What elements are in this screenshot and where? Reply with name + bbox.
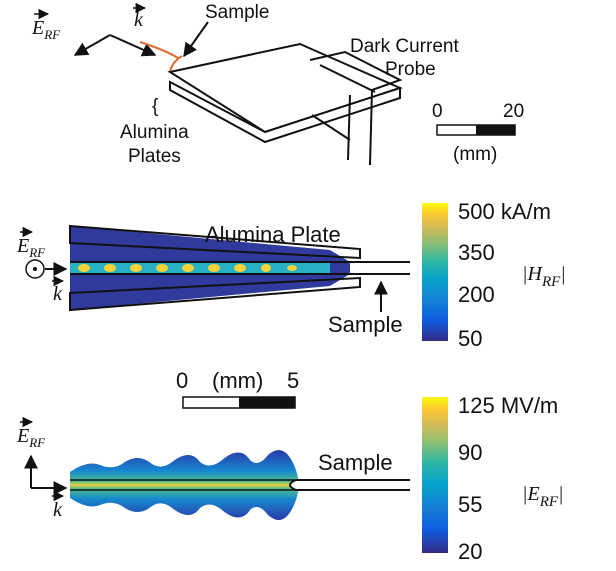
field-peaks: [78, 264, 297, 272]
panel-c: 0 (mm) 5 Sample ERF k 125 MV/m 90 55 20 …: [16, 368, 564, 564]
sample-arrow: [183, 21, 209, 58]
colorbar-tick: 55: [458, 492, 482, 517]
colorbar-label: |HRF|: [522, 263, 566, 290]
k-arrow: [109, 34, 157, 57]
colorbar-tick: 500 kA/m: [458, 199, 551, 224]
scale-bar: [476, 125, 515, 135]
probe-label: Probe: [385, 59, 436, 80]
k-label: k: [53, 499, 63, 521]
scale-start: 0: [176, 368, 188, 393]
probe-label: Dark Current: [350, 36, 459, 57]
e-field-label: ERF: [31, 17, 61, 42]
sample-label: Sample: [205, 2, 269, 23]
k-label: k: [134, 9, 144, 31]
scale-end: 5: [287, 368, 299, 393]
colorbar-tick: 20: [458, 539, 482, 564]
sample: [289, 479, 410, 491]
field-map: [70, 450, 300, 520]
colorbar-tick: 90: [458, 440, 482, 465]
colorbar: [422, 397, 448, 553]
colorbar-tick: 200: [458, 282, 495, 307]
e-arrow: [73, 34, 111, 56]
e-field-label: ERF: [16, 235, 46, 260]
scale-end: 20: [503, 101, 524, 122]
colorbar: [422, 203, 448, 341]
panel-a: ERF k Sample Dark Current Probe { Alumin…: [31, 2, 524, 167]
plate-label: Alumina Plate: [205, 222, 341, 247]
sample-label: Sample: [328, 312, 403, 337]
colorbar-tick: 350: [458, 240, 495, 265]
plate: [169, 80, 401, 144]
plates-label: Alumina: [120, 122, 189, 143]
plate: [69, 276, 361, 312]
colorbar-tick: 50: [458, 326, 482, 351]
out-of-plane: [25, 259, 45, 279]
sample-label: Sample: [318, 450, 393, 475]
colorbar-label: |ERF|: [522, 483, 564, 510]
colorbar-tick: 125 MV/m: [458, 393, 558, 418]
plate: [69, 224, 361, 260]
scale-bar: [239, 397, 295, 408]
plates-label: Plates: [128, 146, 181, 167]
scale-start: 0: [432, 101, 443, 122]
out-of-plane: [33, 267, 37, 271]
probe: [309, 50, 403, 166]
scale-unit: (mm): [212, 368, 263, 393]
brace: {: [152, 96, 159, 117]
scale-unit: (mm): [453, 144, 497, 165]
k-label: k: [53, 283, 63, 305]
panel-b: Alumina Plate Sample ERF k 500 kA/m 350 …: [16, 199, 566, 351]
e-field-label: ERF: [16, 425, 46, 450]
sample-curves: [139, 41, 183, 73]
